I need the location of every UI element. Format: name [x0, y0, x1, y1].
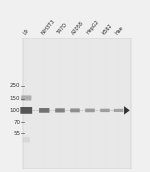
Text: Hae: Hae	[115, 25, 125, 35]
Polygon shape	[124, 106, 130, 115]
FancyBboxPatch shape	[20, 107, 32, 114]
Text: HepG2: HepG2	[86, 19, 101, 35]
FancyBboxPatch shape	[70, 108, 80, 112]
Text: 55: 55	[13, 131, 20, 136]
FancyBboxPatch shape	[21, 95, 32, 100]
FancyBboxPatch shape	[100, 109, 110, 112]
Text: 70: 70	[13, 120, 20, 125]
Text: K562: K562	[101, 22, 113, 35]
FancyBboxPatch shape	[114, 109, 123, 112]
Bar	[23, 38, 130, 169]
Text: NIH3T3: NIH3T3	[40, 18, 56, 35]
Text: 150: 150	[10, 96, 20, 101]
FancyBboxPatch shape	[55, 108, 65, 112]
Text: T47D: T47D	[56, 22, 68, 35]
Text: 100: 100	[10, 108, 20, 113]
Text: A2058: A2058	[71, 20, 85, 35]
FancyBboxPatch shape	[23, 137, 30, 143]
Text: 250: 250	[10, 83, 20, 88]
FancyBboxPatch shape	[85, 109, 95, 112]
Text: L9: L9	[22, 28, 30, 35]
FancyBboxPatch shape	[39, 108, 50, 113]
